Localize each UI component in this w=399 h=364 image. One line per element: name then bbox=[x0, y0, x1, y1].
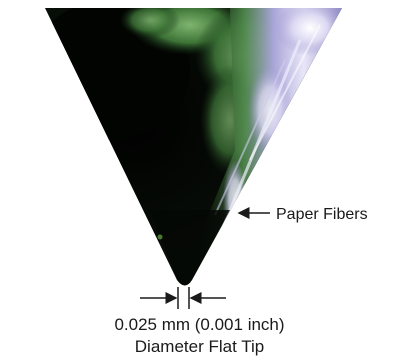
paper-fibers-label: Paper Fibers bbox=[276, 206, 368, 223]
caption-measurement: 0.025 mm (0.001 inch) bbox=[114, 315, 285, 334]
tip-caption: 0.025 mm (0.001 inch) Diameter Flat Tip bbox=[0, 314, 399, 358]
caption-description: Diameter Flat Tip bbox=[134, 337, 265, 356]
tip-diameter-indicator bbox=[140, 287, 226, 309]
pen-tip-image bbox=[45, 8, 342, 286]
